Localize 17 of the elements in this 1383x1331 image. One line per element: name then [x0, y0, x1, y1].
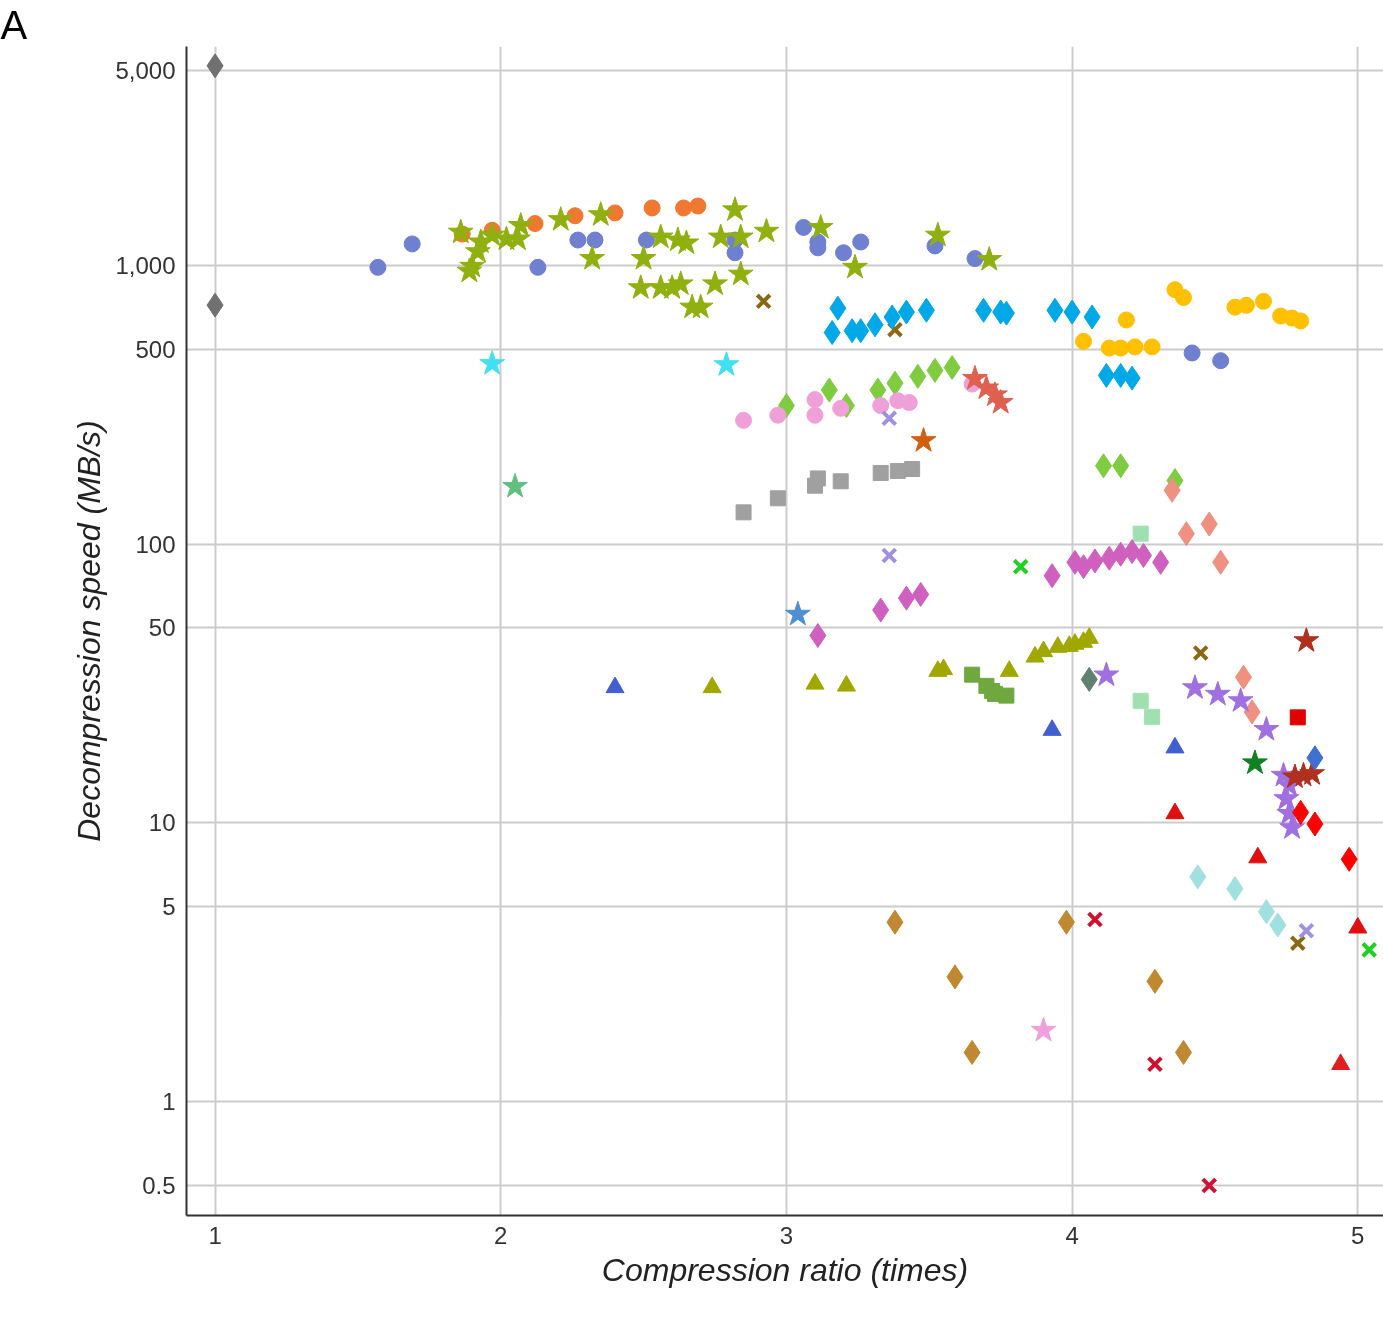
y-tick-label: 1 [162, 1088, 176, 1116]
x-tick-label: 1 [208, 1221, 222, 1249]
x-tick-label: 5 [1351, 1221, 1365, 1249]
y-tick-label: 5,000 [115, 57, 176, 85]
x-tick-label: 2 [494, 1221, 508, 1249]
y-tick-label: 500 [135, 335, 176, 363]
text: A [0, 2, 28, 47]
y-tick-label: 50 [148, 614, 176, 642]
x-axis-title: Compression ratio (times) [601, 1251, 969, 1288]
y-axis-title: Decompression speed (MB/s) [71, 420, 108, 842]
x-tick-label: 3 [779, 1221, 794, 1249]
y-tick-label: 1,000 [115, 251, 176, 279]
y-tick-label: 0.5 [142, 1171, 176, 1199]
x-tick-label: 4 [1065, 1221, 1079, 1249]
y-tick-label: 100 [135, 530, 176, 558]
y-tick-label: 10 [148, 809, 176, 837]
y-tick-label: 5 [162, 893, 176, 921]
